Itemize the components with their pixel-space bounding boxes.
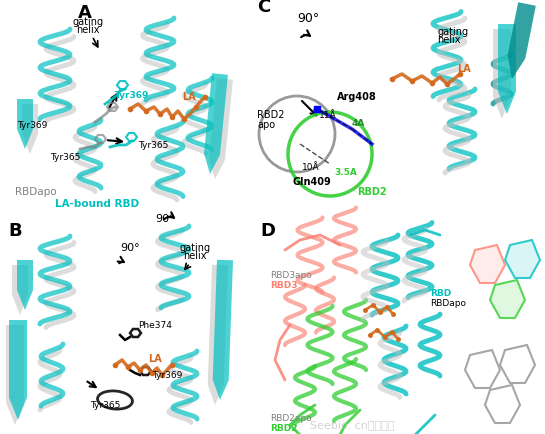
Text: 4A: 4A — [352, 119, 365, 128]
Text: Tyr365: Tyr365 — [90, 400, 120, 409]
Text: apo: apo — [257, 120, 275, 130]
Text: gating: gating — [179, 243, 210, 253]
Polygon shape — [204, 74, 228, 174]
Text: RBD2apo: RBD2apo — [270, 413, 312, 422]
Text: C: C — [257, 0, 270, 16]
Text: 90°: 90° — [155, 214, 174, 224]
Text: gating: gating — [72, 17, 104, 27]
Text: B: B — [8, 221, 22, 240]
Text: Tyr365: Tyr365 — [50, 153, 80, 161]
Text: Tyr369: Tyr369 — [17, 121, 47, 130]
Polygon shape — [17, 100, 33, 150]
Text: RBD2: RBD2 — [257, 110, 284, 120]
Text: Seebio. cn西宝生物: Seebio. cn西宝生物 — [310, 419, 395, 429]
Text: RBD3: RBD3 — [270, 280, 298, 289]
Text: LA: LA — [148, 353, 162, 363]
Text: RBD2: RBD2 — [357, 187, 386, 197]
Polygon shape — [22, 105, 38, 155]
Text: RBDapo: RBDapo — [15, 187, 57, 197]
Text: RBD2: RBD2 — [270, 423, 298, 432]
Text: Tyr369: Tyr369 — [115, 91, 149, 100]
Polygon shape — [213, 260, 233, 400]
Polygon shape — [507, 3, 536, 80]
Text: D: D — [260, 221, 275, 240]
Text: 90°: 90° — [120, 243, 140, 253]
Text: helix: helix — [76, 25, 100, 35]
Text: LA: LA — [182, 92, 196, 102]
Text: Gln409: Gln409 — [292, 177, 331, 187]
Polygon shape — [470, 246, 505, 283]
Text: 3.5A: 3.5A — [334, 168, 357, 177]
Polygon shape — [17, 260, 33, 310]
Text: helix: helix — [437, 35, 461, 45]
Polygon shape — [498, 25, 516, 115]
Text: Phe374: Phe374 — [138, 320, 172, 329]
Text: helix: helix — [183, 250, 207, 260]
Text: 90°: 90° — [297, 12, 319, 25]
Text: RBD3apo: RBD3apo — [270, 270, 312, 279]
Text: RBDapo: RBDapo — [430, 298, 466, 307]
Polygon shape — [209, 79, 233, 180]
Polygon shape — [9, 320, 27, 420]
Text: LA: LA — [457, 64, 471, 74]
Polygon shape — [12, 265, 28, 315]
Text: Tyr369: Tyr369 — [152, 370, 183, 379]
Text: 10Å: 10Å — [302, 163, 319, 171]
Text: RBD: RBD — [430, 288, 451, 297]
Text: 11Å: 11Å — [319, 111, 337, 120]
Polygon shape — [505, 240, 540, 278]
Polygon shape — [493, 30, 511, 120]
Polygon shape — [208, 265, 228, 405]
Polygon shape — [6, 325, 24, 425]
Text: Tyr365: Tyr365 — [138, 141, 168, 150]
Text: Arg408: Arg408 — [337, 92, 377, 102]
Text: gating: gating — [437, 27, 468, 37]
Text: A: A — [78, 4, 92, 22]
Polygon shape — [490, 280, 525, 318]
Text: LA-bound RBD: LA-bound RBD — [55, 198, 139, 208]
